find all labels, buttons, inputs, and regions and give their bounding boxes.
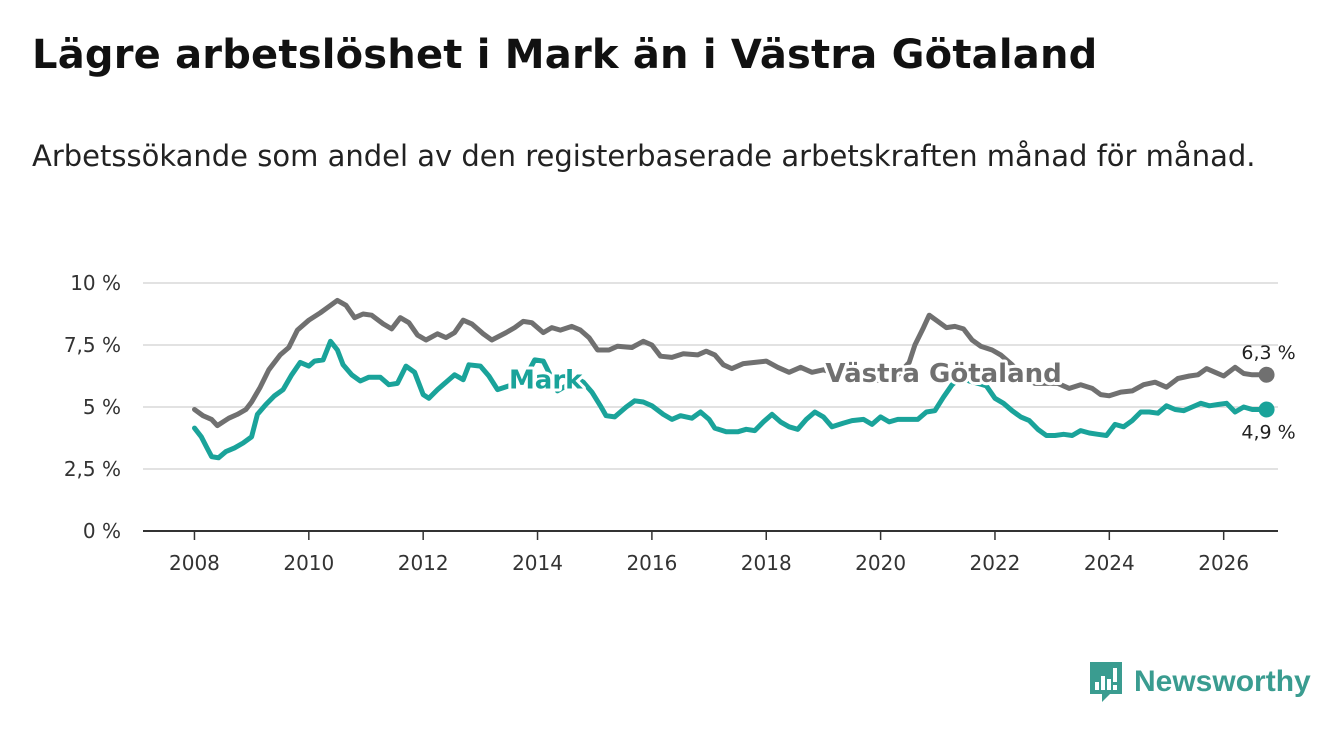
chart-title: Lägre arbetslöshet i Mark än i Västra Gö… [32,32,1098,78]
end-point-marker [1258,366,1275,383]
y-tick-label: 7,5 % [64,333,121,357]
x-tick-label: 2008 [169,551,220,575]
x-tick-label: 2024 [1084,551,1135,575]
chart-subtitle: Arbetssökande som andel av den registerb… [32,139,1256,173]
end-value-label: 4,9 % [1241,421,1295,443]
series-line-västra-götaland [192,297,1270,429]
newsworthy-logo: Newsworthy [1088,660,1311,704]
series-label: Mark [509,365,583,395]
x-tick-label: 2022 [970,551,1021,575]
x-tick-label: 2016 [626,551,677,575]
x-tick-label: 2026 [1198,551,1249,575]
x-tick-label: 2018 [741,551,792,575]
y-tick-label: 5 % [83,395,121,419]
x-tick-label: 2010 [283,551,334,575]
y-tick-label: 2,5 % [64,457,121,481]
y-tick-label: 0 % [83,519,121,543]
x-tick-label: 2012 [398,551,449,575]
series-label: Västra Götaland [825,359,1061,389]
y-tick-label: 10 % [70,271,121,295]
series-line-mark [192,338,1270,461]
brand-name: Newsworthy [1134,665,1311,698]
end-value-label: 6,3 % [1241,342,1295,364]
end-point-marker [1258,401,1275,418]
x-tick-label: 2020 [855,551,906,575]
bar-chart-icon [1090,662,1122,702]
x-tick-label: 2014 [512,551,563,575]
